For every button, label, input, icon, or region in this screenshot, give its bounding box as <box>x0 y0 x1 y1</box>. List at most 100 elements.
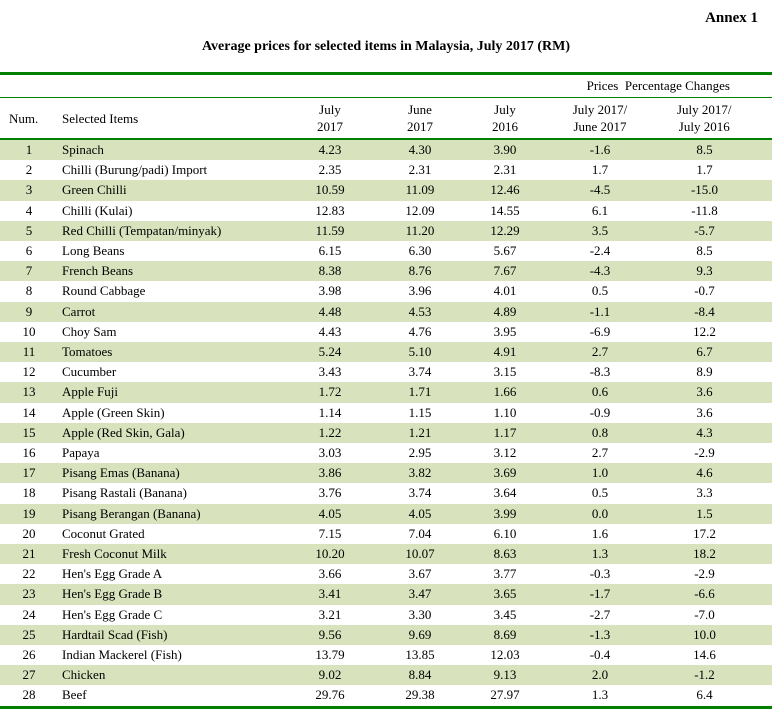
price-july2017-cell: 10.20 <box>315 546 345 562</box>
prices-table: Prices Percentage Changes Num. Selected … <box>0 72 772 709</box>
item-cell: Hardtail Scad (Fish) <box>62 626 168 642</box>
price-july2017-cell: 4.43 <box>318 323 342 339</box>
change-yoy-cell: 3.6 <box>696 404 713 420</box>
change-yoy-cell: -7.0 <box>694 606 715 622</box>
table-row: 28 Beef 29.76 29.38 27.97 1.3 6.4 <box>0 685 772 709</box>
price-july2016-cell: 1.66 <box>493 384 517 400</box>
price-june2017-cell: 1.71 <box>408 384 432 400</box>
price-july2017-cell: 3.76 <box>318 485 342 501</box>
price-june2017-cell: 29.38 <box>375 685 465 709</box>
num-cell: 24 <box>22 606 36 622</box>
change-yoy-cell: -5.7 <box>694 222 715 238</box>
num-cell: 4 <box>25 202 33 218</box>
col-header-july-2017: July 2017 <box>285 97 375 140</box>
item-cell: French Beans <box>62 263 134 279</box>
table-row: 16 Papaya 3.03 2.95 3.12 2.7 -2.9 <box>0 443 772 463</box>
change-mom-cell: 0.5 <box>591 283 609 299</box>
change-mom-cell: -0.3 <box>589 566 611 582</box>
price-july2017-cell: 7.15 <box>318 525 342 541</box>
change-yoy-cell: 6.4 <box>655 685 772 709</box>
price-july2016-cell: 4.01 <box>493 283 517 299</box>
price-july2017-cell: 3.21 <box>318 606 342 622</box>
item-cell: Chilli (Burung/padi) Import <box>62 162 208 178</box>
table-row: 2 Chilli (Burung/padi) Import 2.35 2.31 … <box>0 160 772 180</box>
change-mom-cell: 1.7 <box>591 162 609 178</box>
item-cell: Cucumber <box>62 364 117 380</box>
price-june2017-cell: 3.67 <box>408 566 432 582</box>
table-row: 5 Red Chilli (Tempatan/minyak) 11.59 11.… <box>0 220 772 242</box>
price-june2017-cell: 8.76 <box>408 263 432 279</box>
change-mom-cell: 0.5 <box>591 485 609 501</box>
change-mom-cell: 1.3 <box>591 546 609 562</box>
column-header-row: Num. Selected Items July 2017 June 2017 … <box>0 97 772 140</box>
table-row: 20 Coconut Grated 7.15 7.04 6.10 1.6 17.… <box>0 524 772 544</box>
item-cell: Apple (Red Skin, Gala) <box>62 424 185 440</box>
price-july2016-cell: 3.95 <box>493 323 517 339</box>
price-july2016-cell: 3.15 <box>493 364 517 380</box>
table-row: 7 French Beans 8.38 8.76 7.67 -4.3 9.3 <box>0 261 772 282</box>
num-cell: 1 <box>25 142 33 157</box>
item-cell: Spinach <box>62 142 104 157</box>
price-june2017-cell: 4.76 <box>408 323 432 339</box>
num-cell: 15 <box>22 424 36 440</box>
change-mom-cell: -8.3 <box>589 364 611 380</box>
change-yoy-cell: 4.6 <box>696 465 713 481</box>
price-july2017-cell: 12.83 <box>315 202 345 218</box>
price-july2017-cell: 11.59 <box>315 222 345 238</box>
num-cell: 11 <box>22 344 36 360</box>
change-mom-cell: 2.7 <box>591 344 609 360</box>
price-july2016-cell: 2.31 <box>493 162 517 178</box>
change-yoy-cell: -15.0 <box>690 182 719 198</box>
table-row: 3 Green Chilli 10.59 11.09 12.46 -4.5 -1… <box>0 180 772 201</box>
change-mom-cell: -1.1 <box>589 303 611 319</box>
price-july2016-cell: 27.97 <box>465 685 545 709</box>
item-cell: Beef <box>58 685 285 709</box>
price-june2017-cell: 3.96 <box>408 283 432 299</box>
group-header: Prices Percentage Changes <box>545 72 772 98</box>
price-july2016-cell: 7.67 <box>493 263 517 279</box>
item-cell: Pisang Rastali (Banana) <box>62 485 187 501</box>
change-mom-cell: -1.7 <box>589 586 611 602</box>
price-june2017-cell: 5.10 <box>408 344 432 360</box>
change-mom-cell: 1.6 <box>591 525 609 541</box>
num-cell: 28 <box>0 685 58 709</box>
table-row: 15 Apple (Red Skin, Gala) 1.22 1.21 1.17… <box>0 422 772 444</box>
table-row: 25 Hardtail Scad (Fish) 9.56 9.69 8.69 -… <box>0 624 772 646</box>
change-yoy-cell: -2.9 <box>694 445 715 461</box>
change-yoy-cell: 18.2 <box>693 546 716 562</box>
change-mom-cell: -2.7 <box>589 606 611 622</box>
item-cell: Pisang Berangan (Banana) <box>62 505 201 521</box>
table-row: 11 Tomatoes 5.24 5.10 4.91 2.7 6.7 <box>0 342 772 363</box>
price-july2016-cell: 4.89 <box>493 303 517 319</box>
table-row: 4 Chilli (Kulai) 12.83 12.09 14.55 6.1 -… <box>0 201 772 221</box>
table-row: 24 Hen's Egg Grade C 3.21 3.30 3.45 -2.7… <box>0 605 772 625</box>
table-row: 21 Fresh Coconut Milk 10.20 10.07 8.63 1… <box>0 544 772 565</box>
change-yoy-cell: 8.5 <box>696 243 713 259</box>
num-cell: 13 <box>22 384 36 400</box>
col-header-june-2017: June 2017 <box>375 97 465 140</box>
price-june2017-cell: 13.85 <box>405 647 435 663</box>
table-row: 18 Pisang Rastali (Banana) 3.76 3.74 3.6… <box>0 483 772 503</box>
price-june2017-cell: 4.30 <box>408 142 432 157</box>
price-june2017-cell: 11.09 <box>405 182 435 198</box>
price-june2017-cell: 7.04 <box>408 525 432 541</box>
table-row: 12 Cucumber 3.43 3.74 3.15 -8.3 8.9 <box>0 362 772 382</box>
num-cell: 3 <box>25 182 33 198</box>
change-mom-cell: -4.3 <box>589 263 611 279</box>
item-cell: Hen's Egg Grade A <box>62 566 163 582</box>
change-yoy-cell: 12.2 <box>693 323 716 339</box>
price-june2017-cell: 3.82 <box>408 465 432 481</box>
change-mom-cell: 1.0 <box>591 465 609 481</box>
price-july2017-cell: 6.15 <box>318 243 342 259</box>
page-title: Average prices for selected items in Mal… <box>201 39 571 54</box>
item-cell: Chicken <box>62 667 106 683</box>
price-july2017-cell: 1.22 <box>318 424 342 440</box>
num-cell: 22 <box>22 566 36 582</box>
price-july2017-cell: 1.72 <box>318 384 342 400</box>
price-june2017-cell: 10.07 <box>405 546 435 562</box>
item-cell: Indian Mackerel (Fish) <box>62 647 182 663</box>
num-cell: 10 <box>22 323 36 339</box>
change-yoy-cell: 3.3 <box>696 485 713 501</box>
change-yoy-cell: 9.3 <box>696 263 713 279</box>
num-cell: 17 <box>22 465 36 481</box>
